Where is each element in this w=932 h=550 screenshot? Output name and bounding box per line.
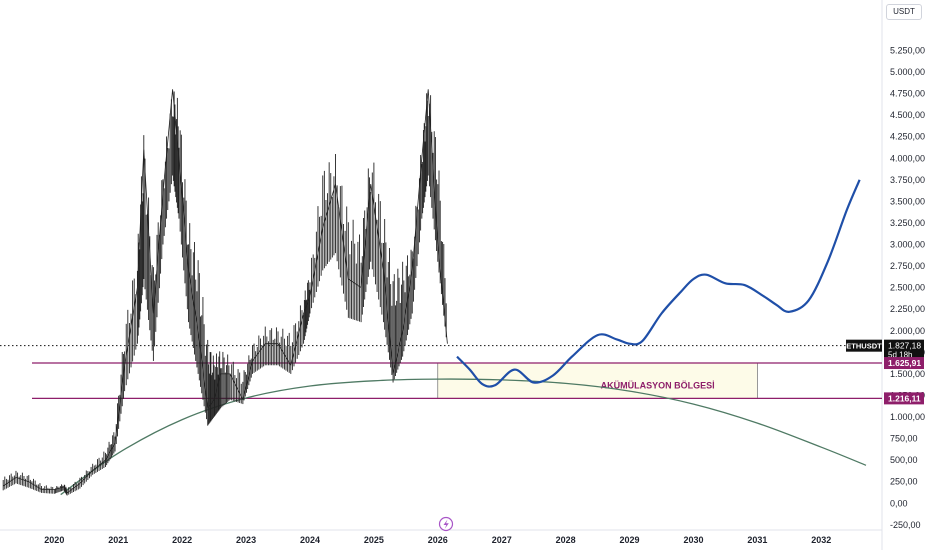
y-tick-label: 2.750,00 xyxy=(890,261,925,271)
y-tick-label: 0,00 xyxy=(890,498,908,508)
countdown-label: 5d 18h xyxy=(888,351,912,360)
y-tick-label: 3.750,00 xyxy=(890,175,925,185)
hline-tag-0 xyxy=(884,357,924,370)
x-tick-label: 2024 xyxy=(300,535,320,545)
y-tick-label: 500,00 xyxy=(890,455,918,465)
currency-selector[interactable]: USDT xyxy=(886,4,922,20)
hline-label-0: 1.625,91 xyxy=(888,358,921,368)
y-tick-label: 4.500,00 xyxy=(890,110,925,120)
x-tick-label: 2021 xyxy=(108,535,128,545)
x-tick-label: 2020 xyxy=(44,535,64,545)
x-tick-label: 2022 xyxy=(172,535,192,545)
y-tick-label: 750,00 xyxy=(890,434,918,444)
y-tick-label: 1.000,00 xyxy=(890,412,925,422)
x-tick-label: 2023 xyxy=(236,535,256,545)
x-tick-label: 2026 xyxy=(428,535,448,545)
x-tick-label: 2032 xyxy=(811,535,831,545)
y-tick-label: 4.250,00 xyxy=(890,132,925,142)
symbol-tag xyxy=(846,339,882,352)
current-price-tag xyxy=(884,339,924,361)
y-tick-label: 250,00 xyxy=(890,477,918,487)
accumulation-zone xyxy=(437,362,758,399)
y-tick-label: -250,00 xyxy=(890,520,921,530)
projection-curve xyxy=(456,179,861,388)
x-tick-label: 2031 xyxy=(747,535,767,545)
price-line xyxy=(2,89,448,494)
x-tick-label: 2030 xyxy=(683,535,703,545)
y-tick-label: 3.250,00 xyxy=(890,218,925,228)
x-tick-label: 2028 xyxy=(556,535,576,545)
symbol-label: ETHUSDT xyxy=(846,342,882,351)
y-tick-label: 5.000,00 xyxy=(890,67,925,77)
y-tick-label: 2.000,00 xyxy=(890,326,925,336)
y-tick-label: 4.750,00 xyxy=(890,89,925,99)
hline-tag-1 xyxy=(884,392,924,405)
y-tick-label: 4.000,00 xyxy=(890,153,925,163)
x-tick-label: 2029 xyxy=(620,535,640,545)
y-tick-label: 3.500,00 xyxy=(890,196,925,206)
y-tick-label: 2.500,00 xyxy=(890,283,925,293)
x-tick-label: 2025 xyxy=(364,535,384,545)
y-tick-label: 5.250,00 xyxy=(890,45,925,55)
y-tick-label: 1.500,00 xyxy=(890,369,925,379)
support-curve xyxy=(60,378,867,496)
x-tick-label: 2027 xyxy=(492,535,512,545)
current-price-label: 1.827,18 xyxy=(888,341,921,351)
y-tick-label: 2.250,00 xyxy=(890,304,925,314)
y-tick-label: 3.000,00 xyxy=(890,240,925,250)
accumulation-zone-label: AKÜMÜLASYON BÖLGESİ xyxy=(601,381,715,391)
hline-label-1: 1.216,11 xyxy=(888,393,921,403)
lightning-icon-bolt xyxy=(443,519,449,529)
